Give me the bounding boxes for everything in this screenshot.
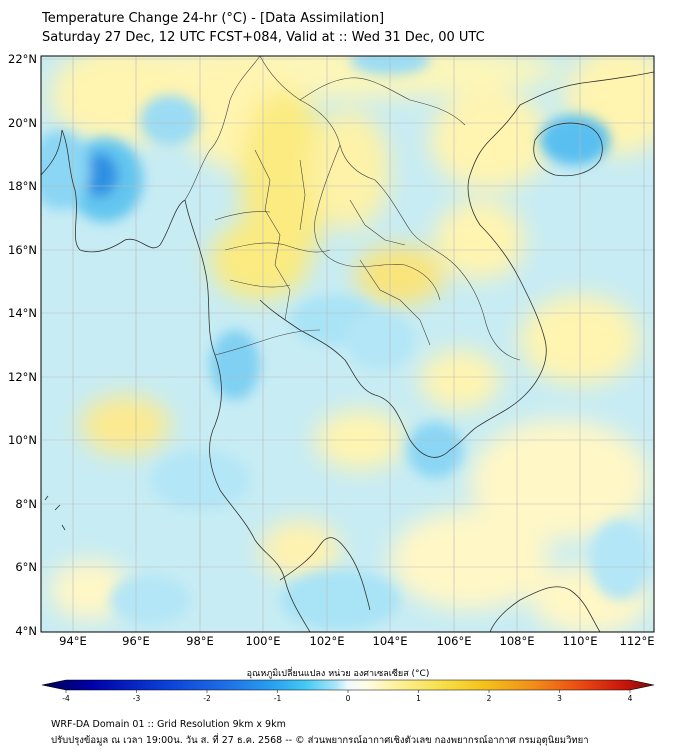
colorbar-tick-label: -4	[62, 694, 70, 703]
colorbar-title: อุณหภูมิเปลี่ยนแปลง หน่วย องศาเซลเซียส (…	[246, 669, 430, 679]
colorbar-tick-label: -3	[133, 694, 141, 703]
lat-label: 16°N	[8, 243, 37, 257]
colorbar-tick-label: 2	[487, 694, 492, 703]
lat-label: 22°N	[8, 52, 37, 66]
map-subtitle: Saturday 27 Dec, 12 UTC FCST+084, Valid …	[42, 30, 485, 45]
map-title: Temperature Change 24-hr (°C) - [Data As…	[42, 11, 385, 26]
map-frame	[40, 55, 655, 633]
lat-label: 8°N	[15, 497, 37, 511]
footer-resolution: WRF-DA Domain 01 :: Grid Resolution 9km …	[51, 719, 286, 730]
longitude-axis: 94°E 96°E 98°E 100°E 102°E 104°E 106°E 1…	[59, 634, 654, 648]
lat-label: 6°N	[15, 560, 37, 574]
colorbar-bar	[41, 679, 655, 691]
colorbar-tick-label: 0	[346, 694, 351, 703]
temperature-field	[41, 56, 654, 632]
latitude-axis: 22°N 20°N 18°N 16°N 14°N 12°N 10°N 8°N 6…	[8, 52, 37, 638]
colorbar-tick-label: -1	[274, 694, 282, 703]
lon-label: 94°E	[59, 634, 87, 648]
colorbar-tick-label: -2	[203, 694, 211, 703]
footer-credit: ปรับปรุงข้อมูล ณ เวลา 19:00น. วัน ส. ที่…	[51, 735, 589, 746]
colorbar-tick-label: 4	[628, 694, 633, 703]
colorbar-tick-label: 3	[557, 694, 562, 703]
colorbar-tick-label: 1	[416, 694, 421, 703]
lon-label: 100°E	[246, 634, 281, 648]
lat-label: 14°N	[8, 306, 37, 320]
lat-label: 18°N	[8, 179, 37, 193]
lon-label: 96°E	[122, 634, 150, 648]
lat-label: 4°N	[15, 624, 37, 638]
lon-label: 98°E	[186, 634, 214, 648]
graticule	[41, 56, 654, 632]
lat-label: 10°N	[8, 433, 37, 447]
colorbar: -4 -3 -2 -1 0 1 2 3 4	[41, 679, 655, 703]
borders	[184, 56, 521, 361]
lon-label: 108°E	[500, 634, 535, 648]
lon-label: 112°E	[620, 634, 655, 648]
lon-label: 110°E	[563, 634, 598, 648]
lat-label: 20°N	[8, 116, 37, 130]
lon-label: 104°E	[373, 634, 408, 648]
lat-label: 12°N	[8, 370, 37, 384]
coastlines	[41, 71, 654, 632]
lon-label: 106°E	[437, 634, 472, 648]
lon-label: 102°E	[310, 634, 345, 648]
